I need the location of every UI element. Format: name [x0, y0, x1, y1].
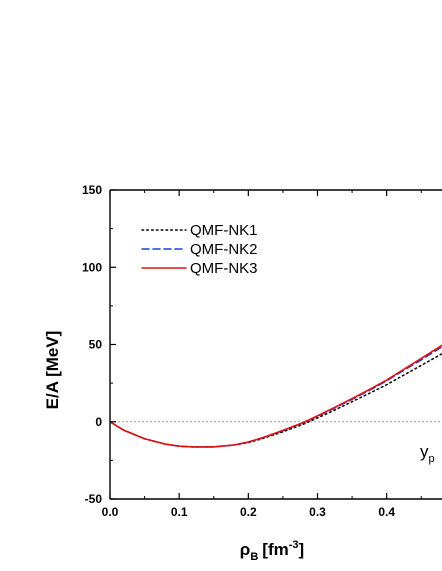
series-line-qmf-nk2 — [110, 346, 442, 448]
x-tick-label: 0.1 — [171, 505, 188, 519]
x-tick-label: 0.2 — [240, 505, 257, 519]
y-axis-label: E/A [MeV] — [43, 331, 62, 410]
x-axis-label: ρB [fm-3] — [240, 539, 304, 563]
y-tick-label: 50 — [89, 338, 103, 352]
legend-label-qmf-nk2: QMF-NK2 — [190, 241, 258, 258]
annotation-text: y — [420, 442, 429, 461]
x-axis-label-unit: [fm — [262, 540, 288, 559]
y-tick-label: 150 — [82, 183, 102, 197]
plot-area — [110, 344, 442, 448]
axes: 0.0 0.1 0.2 0.3 0.4 -50 0 50 100 150 — [82, 183, 442, 519]
x-tick-label: 0.4 — [378, 505, 395, 519]
legend-label-qmf-nk3: QMF-NK3 — [190, 260, 258, 277]
annotation-yp: yp — [420, 442, 435, 465]
series-line-qmf-nk3 — [110, 344, 442, 448]
x-axis-label-superscript: -3 — [289, 539, 299, 551]
y-tick-label: 100 — [82, 260, 102, 274]
x-axis-label-subscript: B — [250, 551, 258, 563]
legend: QMF-NK1 QMF-NK2 QMF-NK3 — [141, 222, 258, 277]
x-axis-label-close: ] — [299, 540, 305, 559]
x-tick-label: 0.3 — [309, 505, 326, 519]
annotation-subscript: p — [429, 453, 435, 465]
legend-label-qmf-nk1: QMF-NK1 — [190, 222, 258, 239]
y-tick-label: 0 — [95, 415, 102, 429]
x-tick-label: 0.0 — [102, 505, 119, 519]
x-axis-label-symbol: ρ — [240, 540, 251, 559]
y-tick-label: -50 — [85, 492, 103, 506]
